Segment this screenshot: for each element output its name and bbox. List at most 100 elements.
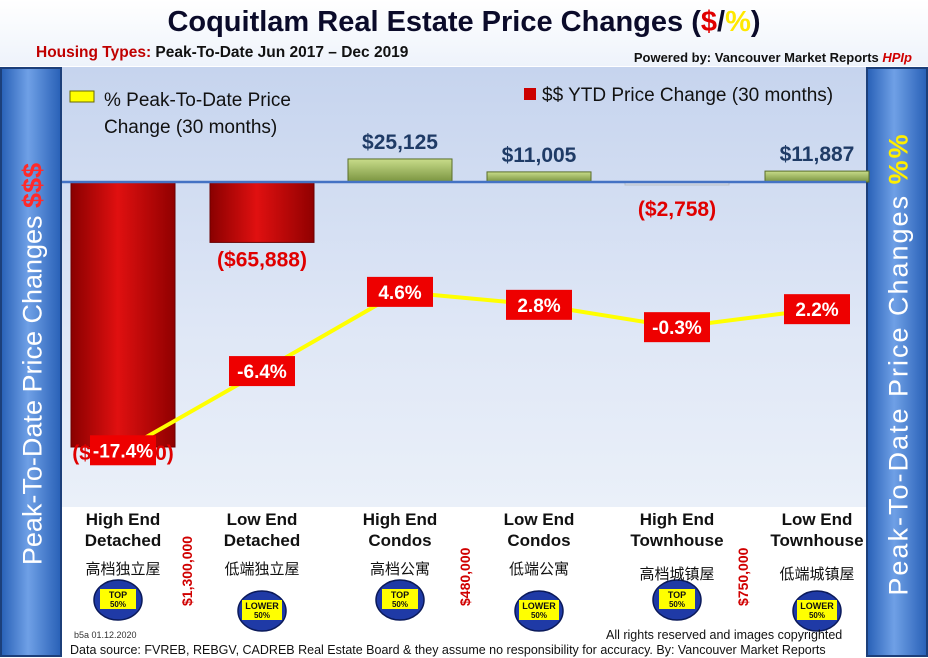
- percent-box-2: [367, 276, 433, 307]
- category-label-4: High End Townhouse: [612, 509, 742, 551]
- legend-line-swatch: [69, 90, 95, 103]
- percent-series-line: [122, 289, 818, 453]
- price-band-label-0: $1,300,000: [179, 536, 195, 606]
- title-slash: /: [717, 6, 726, 38]
- percent-box-4: [644, 312, 710, 343]
- category-label-2: High End Condos: [335, 509, 465, 551]
- header: [0, 0, 928, 66]
- powered-by: Powered by: Vancouver Market Reports HPI…: [634, 50, 912, 65]
- category-label-line2: Townhouse: [770, 531, 864, 550]
- legend-bar-label: $$ YTD Price Change (30 months): [542, 85, 833, 106]
- legend-line-label-2: Change (30 months): [104, 117, 277, 138]
- category-label-line1: High End: [362, 510, 438, 529]
- badge-band: [519, 600, 559, 620]
- category-chinese-label-1: 低端独立屋: [224, 561, 300, 578]
- category-chinese-label-3: 低端公寓: [508, 561, 569, 578]
- percent-point-0: -17.4%: [90, 435, 156, 466]
- price-band-label-1: $480,000: [457, 547, 473, 606]
- category-label-line1: High End: [639, 510, 715, 529]
- category-label-line2: Detached: [84, 531, 162, 550]
- category-label-line1: Low End: [226, 510, 298, 529]
- bar-1: [209, 181, 315, 243]
- category-label-1: Low End Detached: [197, 509, 327, 551]
- subtitle-text: Peak-To-Date Jun 2017 – Dec 2019: [151, 44, 409, 61]
- powered-by-text: Powered by: Vancouver Market Reports: [633, 50, 883, 65]
- badge-bottom-text: 50%: [254, 611, 270, 620]
- category-chinese-label-4: 高档城镇屋: [639, 566, 715, 583]
- category-label-line2: Townhouse: [630, 531, 724, 550]
- percent-box-5: [784, 294, 850, 325]
- percent-box-3: [506, 289, 572, 320]
- percent-point-3: 2.8%: [506, 289, 572, 320]
- category-chinese-label-5: 低端城镇屋: [779, 566, 855, 583]
- badge-top-text: TOP: [668, 590, 686, 600]
- category-label-line1: Low End: [781, 510, 853, 529]
- badge-bottom-text: 50%: [110, 600, 126, 609]
- category-label-5: Low End Townhouse: [752, 509, 882, 551]
- percent-box-1: [229, 356, 295, 387]
- title-prefix: Coquitlam Real Estate Price Changes (: [167, 6, 701, 38]
- legend-line-label-1: % Peak-To-Date Price: [104, 90, 291, 111]
- badge-band: [797, 600, 837, 620]
- percent-labels-layer: -17.4% -6.4% 4.6% 2.8% -0.3% 2.2%: [90, 276, 850, 466]
- category-label-line2: Condos: [507, 531, 571, 550]
- plot-area: [62, 67, 866, 507]
- bar-value-label-1: ($65,888): [217, 248, 307, 271]
- badge-top-text: LOWER: [522, 601, 556, 611]
- footer-rights: All rights reserved and images copyright…: [606, 628, 843, 642]
- badge-bottom-text: 50%: [531, 611, 547, 620]
- bar-5: [764, 170, 870, 183]
- badge-bottom-text: 50%: [809, 611, 825, 620]
- category-area: [62, 507, 866, 637]
- badge-top-text: LOWER: [245, 601, 279, 611]
- percent-point-2: 4.6%: [367, 276, 433, 307]
- category-chinese-label-2: 高档公寓: [369, 561, 430, 578]
- percent-label-1: -6.4%: [237, 362, 287, 383]
- percent-label-0: -17.4%: [93, 441, 153, 462]
- bar-value-label-4: ($2,758): [638, 198, 716, 221]
- footer-code: b5a 01.12.2020: [74, 630, 137, 640]
- percent-label-3: 2.8%: [517, 296, 560, 317]
- title-suffix: ): [750, 6, 761, 38]
- category-label-line1: Low End: [503, 510, 575, 529]
- category-label-3: Low End Condos: [474, 509, 604, 551]
- category-label-line1: High End: [85, 510, 161, 529]
- category-label-line2: Detached: [223, 531, 301, 550]
- percent-label-4: -0.3%: [652, 318, 702, 339]
- badge-band: [100, 589, 136, 609]
- badge-band: [242, 600, 282, 620]
- bar-value-label-5: $11,887: [780, 143, 855, 166]
- bar-value-label-3: $11,005: [502, 144, 577, 167]
- bar-3: [486, 171, 592, 183]
- bar-0: [70, 181, 176, 448]
- bar-2: [347, 158, 453, 183]
- chart-title: Coquitlam Real Estate Price Changes ($/%…: [0, 6, 928, 39]
- badge-top-text: TOP: [109, 590, 127, 600]
- percent-point-4: -0.3%: [644, 312, 710, 343]
- price-band-label-2: $750,000: [735, 547, 751, 606]
- legend: % Peak-To-Date Price Change (30 months) …: [69, 85, 833, 138]
- subtitle-label: Housing Types:: [36, 44, 152, 61]
- badge-band: [382, 589, 418, 609]
- category-label-line2: Condos: [368, 531, 432, 550]
- badge-bottom-text: 50%: [669, 600, 685, 609]
- percent-point-1: -6.4%: [229, 356, 295, 387]
- badge-bottom-text: 50%: [392, 600, 408, 609]
- legend-bar-swatch: [524, 88, 536, 100]
- powered-by-brand: HPIp: [882, 50, 912, 65]
- badge-top-text: LOWER: [800, 601, 834, 611]
- left-side-panel: Peak-To-Date Price Changes $$$: [0, 67, 62, 657]
- title-percent: %: [725, 6, 751, 38]
- category-chinese-label-0: 高档独立屋: [85, 561, 161, 578]
- badge-band: [659, 589, 695, 609]
- badge-top-text: TOP: [391, 590, 409, 600]
